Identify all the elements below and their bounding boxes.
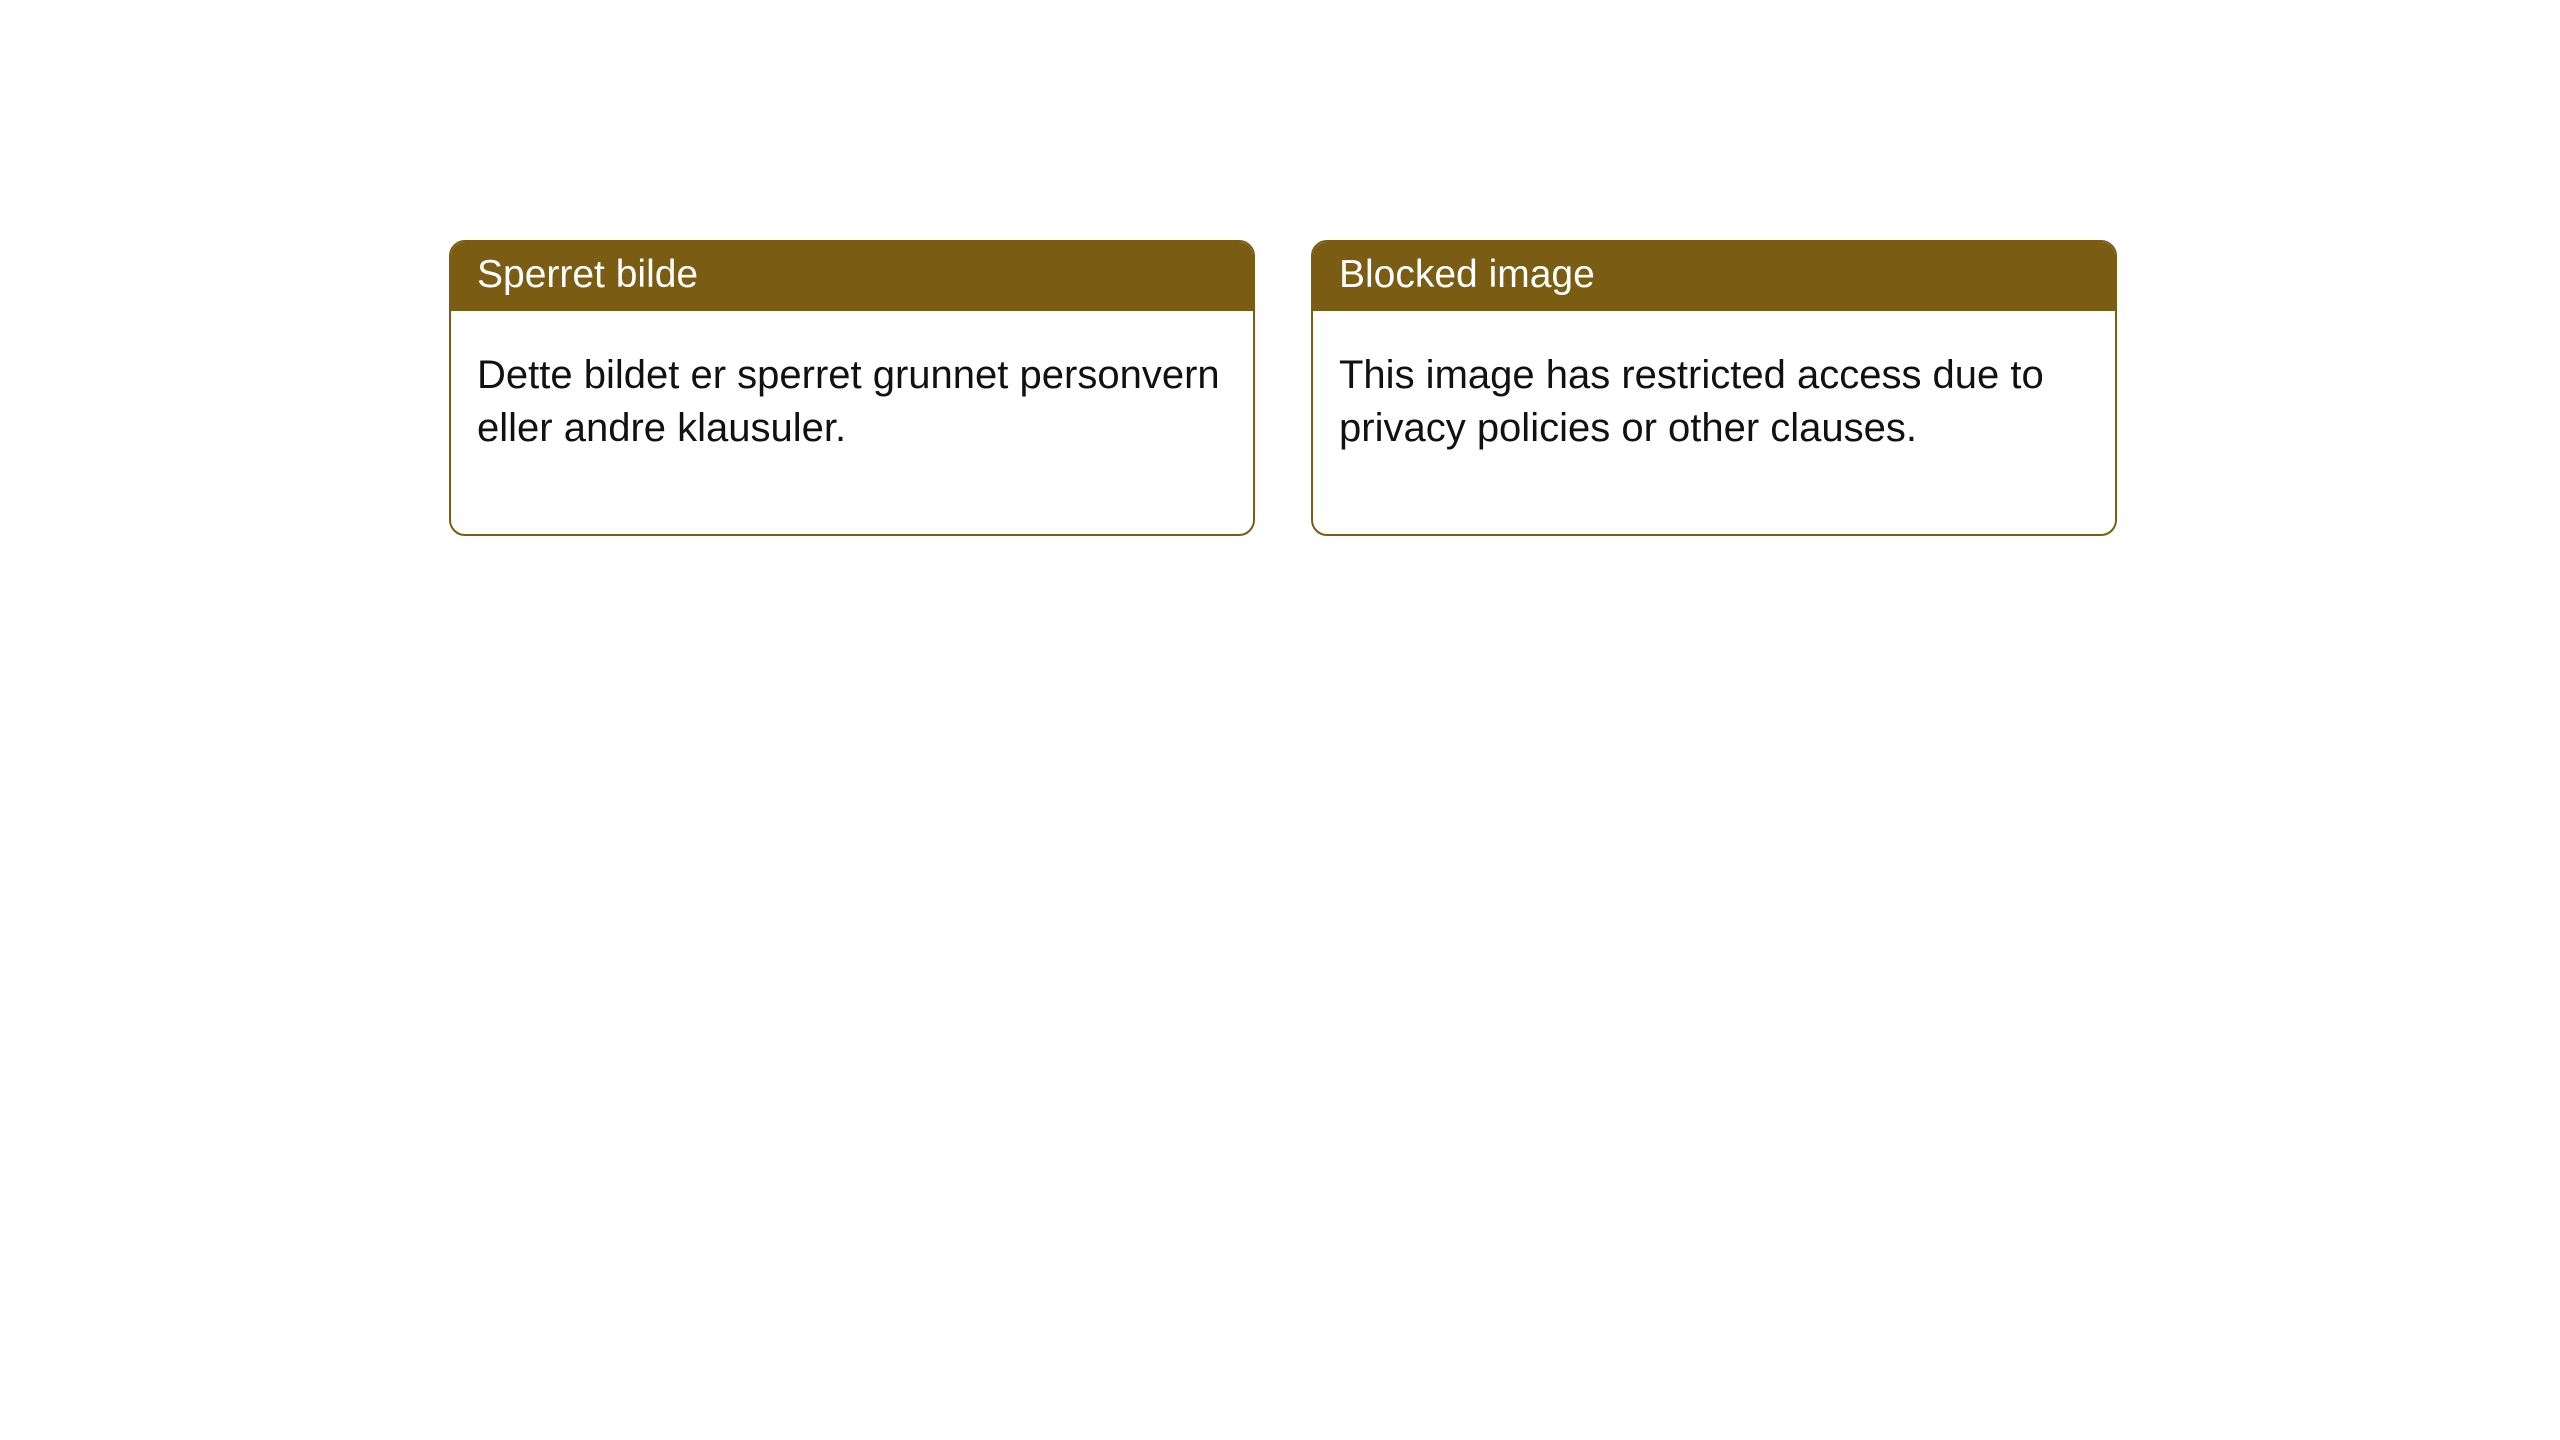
notice-card-english: Blocked image This image has restricted …: [1311, 240, 2117, 536]
notice-title-norwegian: Sperret bilde: [451, 242, 1253, 311]
notice-title-english: Blocked image: [1313, 242, 2115, 311]
notice-body-english: This image has restricted access due to …: [1313, 311, 2115, 535]
notice-body-norwegian: Dette bildet er sperret grunnet personve…: [451, 311, 1253, 535]
notice-container: Sperret bilde Dette bildet er sperret gr…: [449, 240, 2117, 536]
notice-card-norwegian: Sperret bilde Dette bildet er sperret gr…: [449, 240, 1255, 536]
